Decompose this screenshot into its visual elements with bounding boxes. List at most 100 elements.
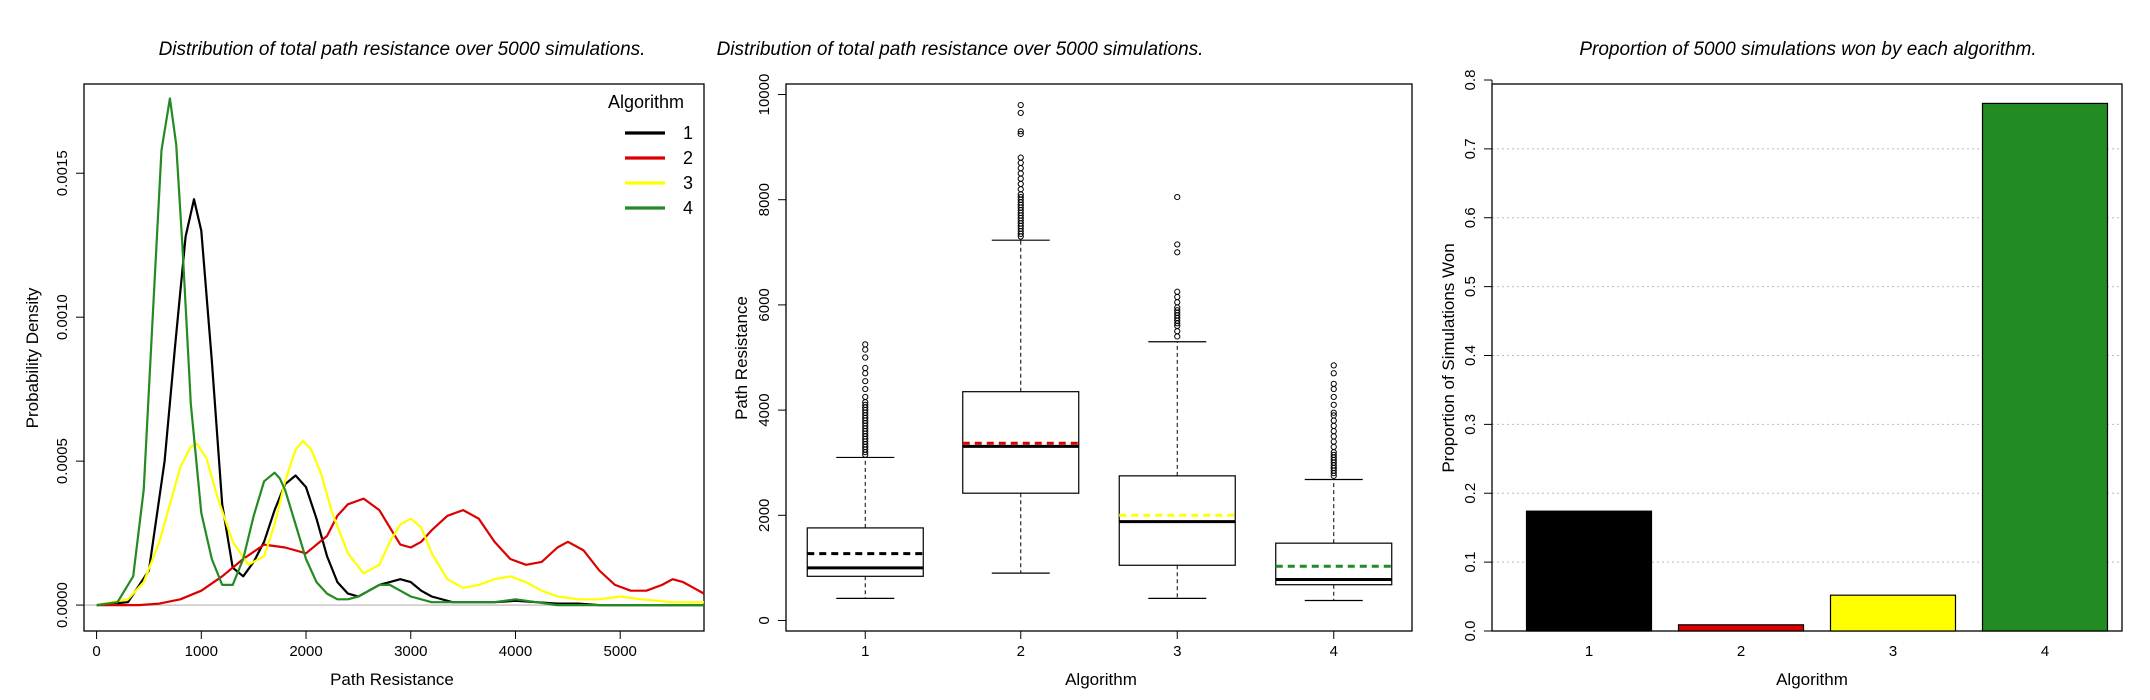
bar-y-tick-label: 0.5 <box>1462 276 1479 297</box>
legend-label-2: 2 <box>683 148 693 168</box>
outlier-point <box>1017 193 1024 201</box>
legend-label-3: 3 <box>683 173 693 193</box>
bar-y-tick-label: 0.1 <box>1462 552 1479 573</box>
boxplot-chart-title: Distribution of total path resistance ov… <box>717 39 1204 60</box>
outlier-point <box>1330 380 1337 387</box>
outlier-point <box>1174 288 1181 295</box>
outlier-point <box>1174 193 1181 201</box>
boxplot-x-tick-label: 1 <box>861 643 869 660</box>
density-y-tick-label: 0.0015 <box>54 150 71 196</box>
boxplot-boxes <box>806 101 1393 602</box>
boxplot-algorithm-3 <box>1118 193 1236 599</box>
outlier-point <box>1017 130 1024 138</box>
density-y-axis-label: Probability Density <box>23 287 42 428</box>
outlier-point <box>1017 159 1024 166</box>
outlier-point <box>1174 328 1181 335</box>
boxplot-y-tick-label: 2000 <box>756 499 773 532</box>
boxplot-y-axis: 0 2000 4000 6000 8000 10000 <box>756 74 787 625</box>
density-x-tick-label: 2000 <box>289 643 322 660</box>
outlier-point <box>1330 428 1337 435</box>
boxplot-x-axis-label: Algorithm <box>1065 670 1137 689</box>
boxplot-y-axis-label: Path Resistance <box>732 296 751 420</box>
boxplot-algorithm-2 <box>962 101 1080 574</box>
bar-x-axis-label: Algorithm <box>1776 670 1848 689</box>
boxplot-algorithm-4 <box>1275 362 1393 602</box>
outlier-point <box>1017 154 1024 161</box>
bar-algorithm-2 <box>1677 624 1805 632</box>
bar-y-tick-label: 0.6 <box>1462 207 1479 228</box>
boxplot-y-tick-label: 8000 <box>756 183 773 216</box>
density-chart-title: Distribution of total path resistance ov… <box>159 39 646 60</box>
density-y-tick-label: 0.0000 <box>54 582 71 628</box>
bar-y-tick-label: 0.2 <box>1462 483 1479 504</box>
density-line-series-4 <box>96 97 704 607</box>
bar-algorithm-1 <box>1525 510 1653 632</box>
density-x-tick-label: 3000 <box>394 643 427 660</box>
density-x-tick-label: 4000 <box>499 643 532 660</box>
boxplot-y-tick-label: 10000 <box>756 74 773 116</box>
outlier-point <box>1017 109 1024 117</box>
bar-algorithm-3 <box>1829 594 1957 632</box>
outlier-point <box>1174 307 1181 314</box>
density-x-tick-label: 0 <box>92 643 100 660</box>
density-series-lines <box>96 97 705 607</box>
outlier-point <box>1330 362 1337 369</box>
outlier-point <box>862 341 869 348</box>
legend-label-1: 1 <box>683 123 693 143</box>
outlier-point <box>1017 101 1024 109</box>
outlier-point <box>862 346 869 353</box>
outlier-point <box>862 364 869 372</box>
outlier-point <box>1017 165 1024 172</box>
legend-title: Algorithm <box>608 92 684 112</box>
bar-y-axis: 0.0 0.1 0.2 0.3 0.4 0.5 0.6 0.7 0.8 <box>1462 70 1493 642</box>
boxplot-y-tick-label: 0 <box>756 616 773 624</box>
outlier-point <box>1330 417 1337 424</box>
outlier-point <box>1017 180 1024 188</box>
bar-y-tick-label: 0.4 <box>1462 345 1479 366</box>
bar-x-axis: 1 2 3 4 <box>1585 643 2049 660</box>
bar-y-tick-label: 0.0 <box>1462 621 1479 642</box>
interquartile-box <box>1275 542 1393 586</box>
boxplot-y-tick-label: 6000 <box>756 288 773 321</box>
density-x-axis: 0 1000 2000 3000 4000 5000 <box>92 630 637 660</box>
bar-bars <box>1525 102 2109 632</box>
density-y-tick-label: 0.0010 <box>54 294 71 340</box>
boxplot-x-tick-label: 4 <box>1330 643 1338 660</box>
outlier-point <box>1174 241 1181 248</box>
outlier-point <box>1330 443 1337 451</box>
density-y-tick-label: 0.0005 <box>54 438 71 484</box>
density-y-axis: 0.0000 0.0005 0.0010 0.0015 <box>54 150 85 628</box>
outlier-point <box>1174 249 1181 256</box>
bar-y-axis-label: Proportion of Simulations Won <box>1439 243 1458 472</box>
outlier-point <box>862 354 869 361</box>
legend-label-4: 4 <box>683 198 693 218</box>
bar-y-tick-label: 0.3 <box>1462 414 1479 435</box>
outlier-point <box>1330 422 1337 429</box>
bar-y-tick-label: 0.8 <box>1462 70 1479 91</box>
density-x-axis-label: Path Resistance <box>330 670 454 689</box>
boxplot-x-axis: 1 2 3 4 <box>861 630 1338 660</box>
outlier-point <box>1330 409 1337 416</box>
outlier-point <box>1174 333 1181 340</box>
outlier-point <box>1174 293 1181 301</box>
boxplot-y-tick-label: 4000 <box>756 393 773 426</box>
density-legend: Algorithm 1 2 3 4 <box>608 92 693 218</box>
outlier-point <box>1330 412 1337 419</box>
outlier-point <box>1330 385 1337 393</box>
outlier-point <box>1330 438 1337 445</box>
density-line-series-3 <box>96 439 704 607</box>
outlier-point <box>1330 401 1337 408</box>
bar-x-tick-label: 4 <box>2041 643 2049 660</box>
outlier-point <box>1330 393 1337 401</box>
outlier-point <box>862 378 869 385</box>
density-x-tick-label: 1000 <box>185 643 218 660</box>
density-x-tick-label: 5000 <box>604 643 637 660</box>
boxplot-algorithm-1 <box>806 341 924 599</box>
outlier-point <box>1330 433 1337 440</box>
outlier-point <box>1017 186 1024 193</box>
outlier-point <box>1017 170 1024 177</box>
boxplot-x-tick-label: 3 <box>1173 643 1181 660</box>
outlier-point <box>1330 451 1337 458</box>
bar-x-tick-label: 1 <box>1585 643 1593 660</box>
